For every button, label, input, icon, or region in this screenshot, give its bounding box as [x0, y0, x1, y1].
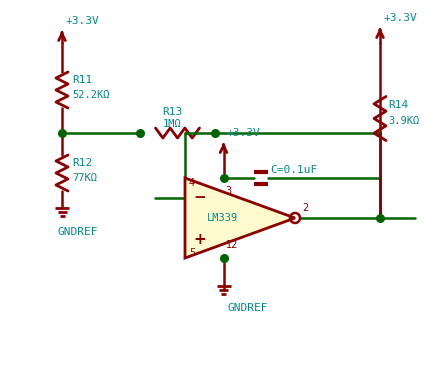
Text: C=0.1uF: C=0.1uF [270, 165, 318, 175]
Text: GNDREF: GNDREF [57, 227, 98, 237]
Text: GNDREF: GNDREF [227, 303, 268, 313]
Text: −: − [194, 190, 206, 205]
Text: 12: 12 [225, 240, 238, 250]
Text: LM339: LM339 [207, 213, 239, 223]
Text: R11: R11 [72, 75, 92, 85]
Text: 5: 5 [189, 248, 195, 258]
Text: 2: 2 [302, 203, 308, 213]
Text: R13: R13 [163, 107, 183, 117]
Text: 52.2KΩ: 52.2KΩ [72, 90, 110, 100]
Text: +3.3V: +3.3V [384, 13, 418, 23]
Text: R12: R12 [72, 158, 92, 168]
Text: 3.9KΩ: 3.9KΩ [388, 116, 419, 126]
Text: 4: 4 [189, 178, 195, 188]
Text: R14: R14 [388, 100, 408, 111]
Text: 3: 3 [225, 186, 232, 196]
Text: +: + [194, 231, 206, 247]
Text: 1MΩ: 1MΩ [163, 119, 182, 129]
Text: +3.3V: +3.3V [66, 16, 100, 26]
Polygon shape [185, 178, 295, 258]
Text: +3.3V: +3.3V [227, 128, 260, 138]
Text: 77KΩ: 77KΩ [72, 173, 97, 183]
